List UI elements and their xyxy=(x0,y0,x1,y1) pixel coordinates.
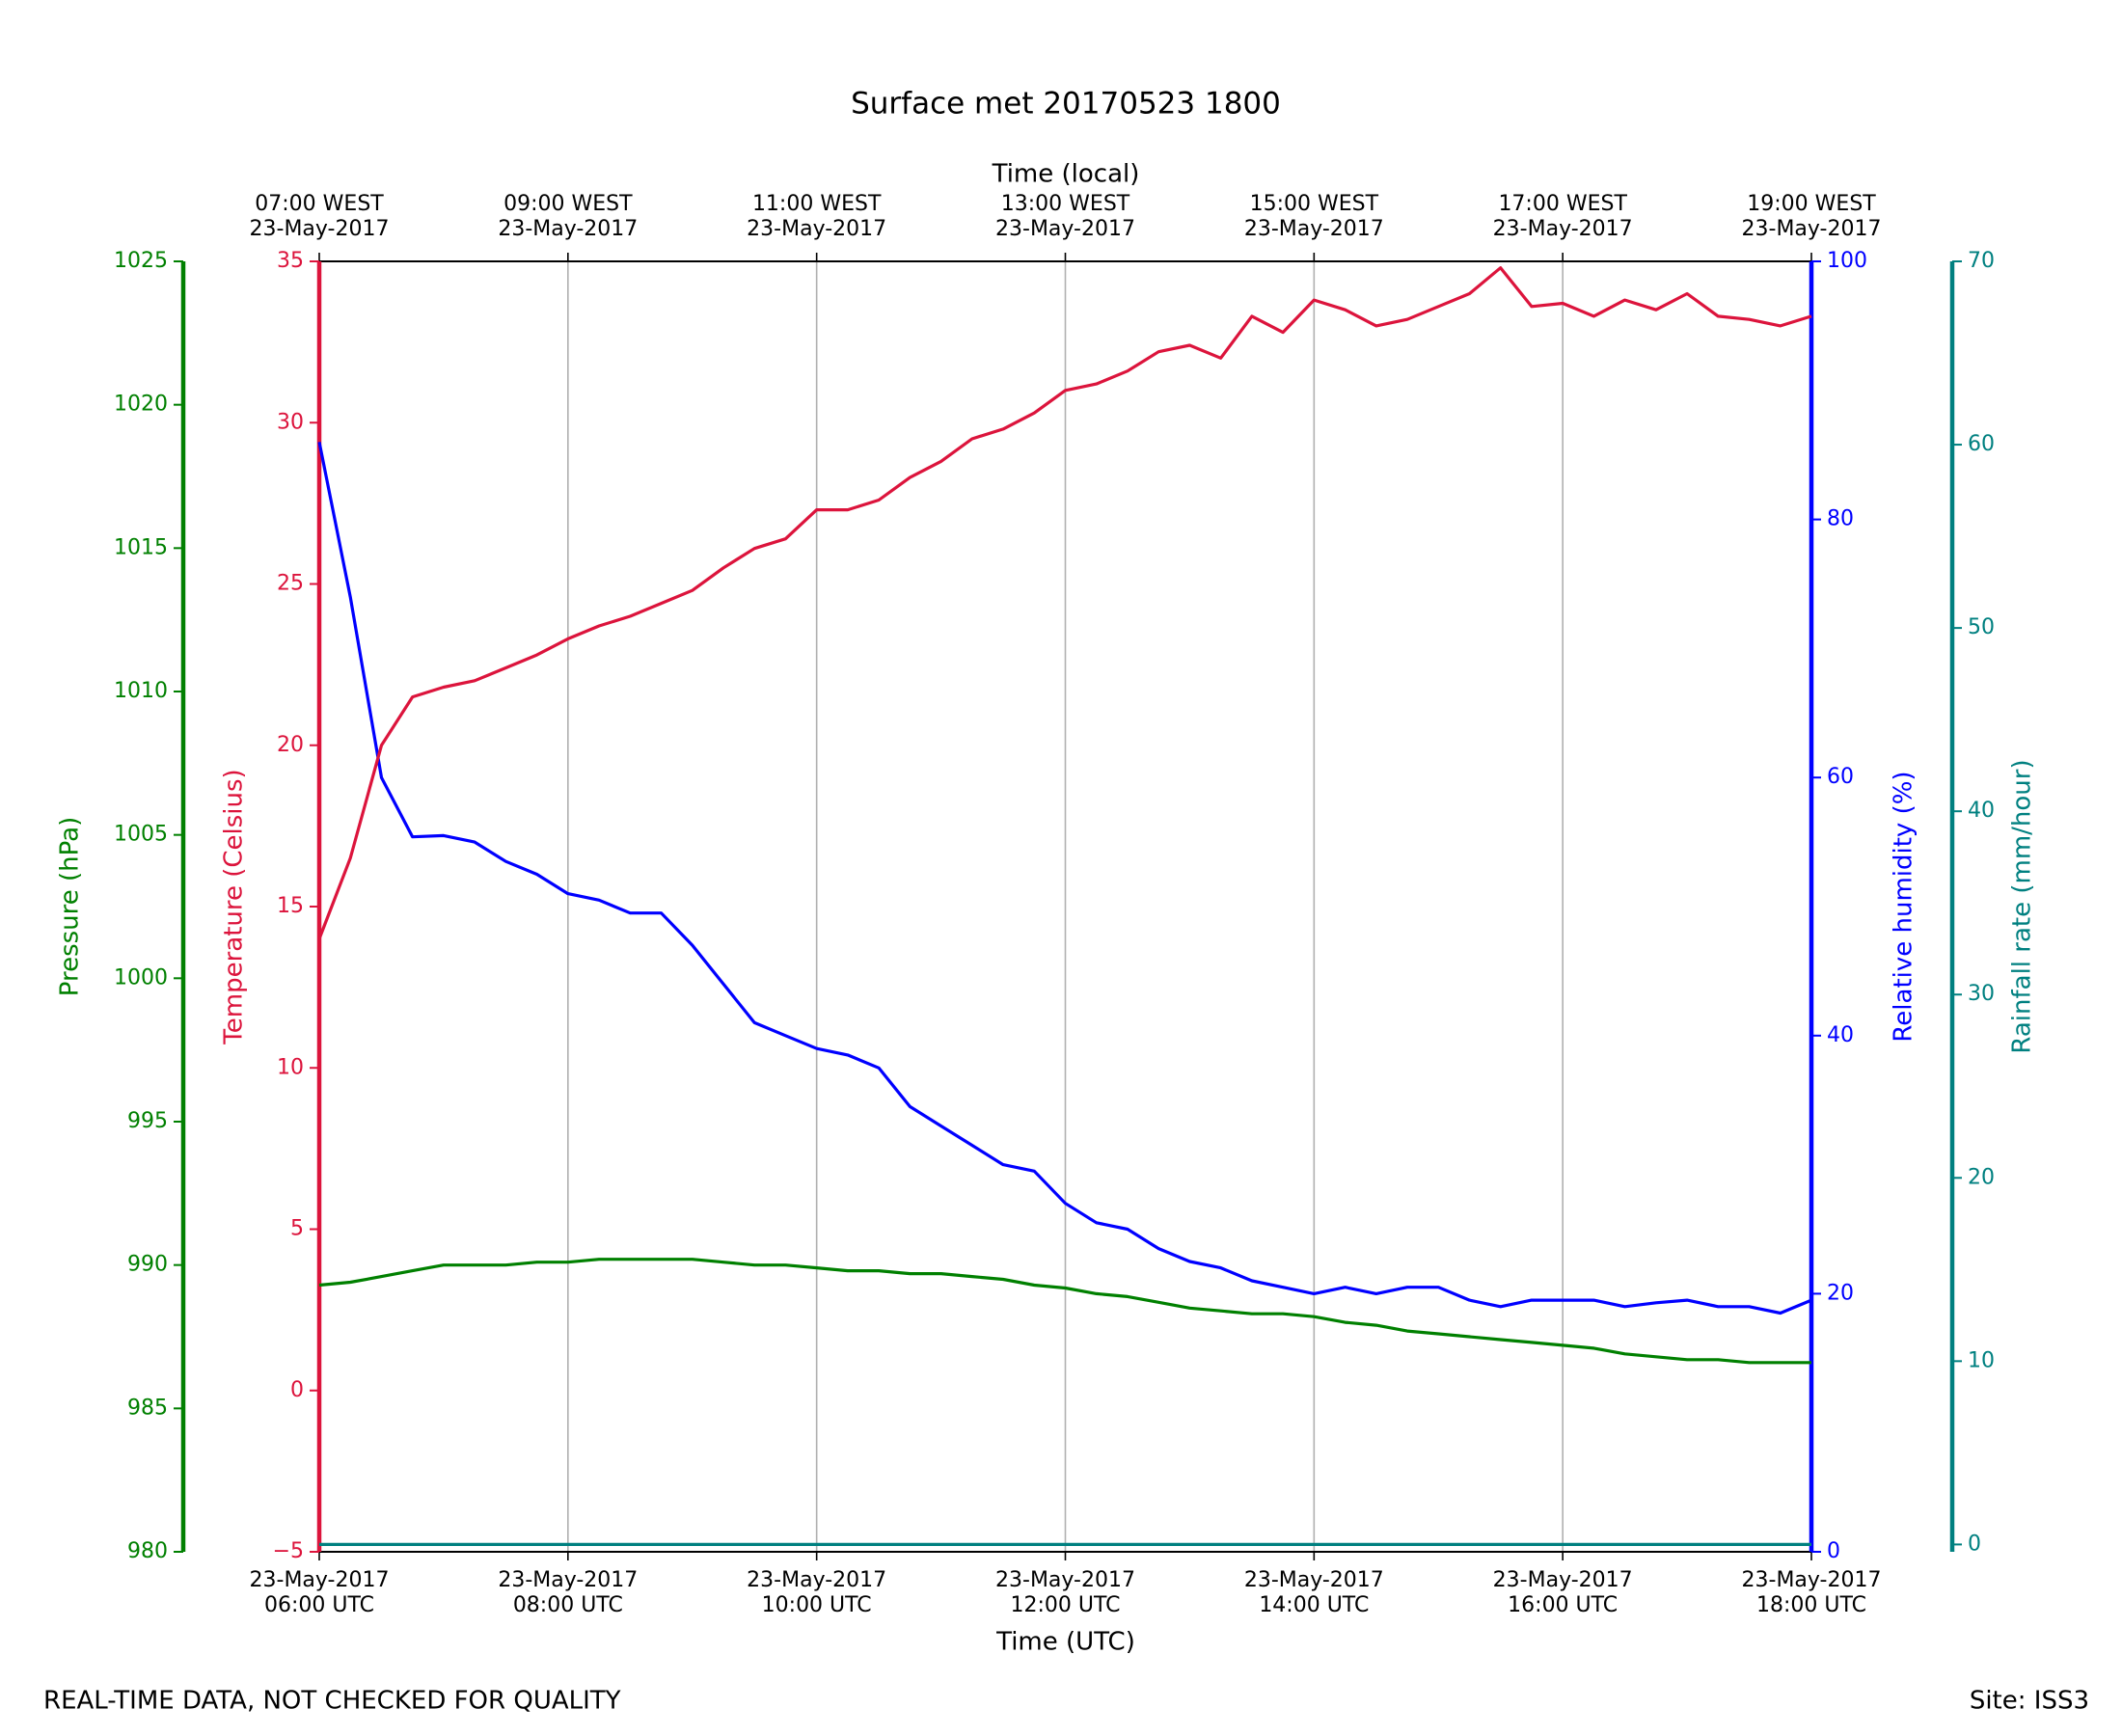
x-tick-label: 23-May-2017 18:00 UTC xyxy=(1742,1568,1882,1617)
x-tick-label: 23-May-2017 16:00 UTC xyxy=(1493,1568,1633,1617)
top-tick-label: 13:00 WEST 23-May-2017 xyxy=(995,192,1135,241)
y2-tick-label: 40 xyxy=(1827,1023,1854,1047)
y3-tick-label: 1010 xyxy=(114,679,168,703)
series-line xyxy=(317,266,1812,940)
top-tick-label: 07:00 WEST 23-May-2017 xyxy=(250,192,390,241)
y4-tick-label: 70 xyxy=(1968,249,1995,273)
y3-tick-label: 985 xyxy=(127,1396,168,1420)
y-tick-label: 35 xyxy=(277,249,304,273)
y2-tick-label: 0 xyxy=(1827,1539,1840,1563)
x-tick-label: 23-May-2017 08:00 UTC xyxy=(498,1568,638,1617)
y3-tick-label: 1025 xyxy=(114,249,168,273)
y3-tick-label: 1020 xyxy=(114,393,168,417)
y4-tick-label: 0 xyxy=(1968,1532,1981,1556)
y4-tick-label: 20 xyxy=(1968,1165,1995,1189)
y3-axis-label: Pressure (hPa) xyxy=(56,817,85,997)
y-tick-label: 20 xyxy=(277,733,304,757)
x-tick-label: 23-May-2017 06:00 UTC xyxy=(250,1568,390,1617)
y-tick-label: 30 xyxy=(277,410,304,434)
top-axis-label: Time (local) xyxy=(992,160,1140,189)
y-tick-label: 10 xyxy=(277,1055,304,1079)
y2-tick-label: 100 xyxy=(1827,249,1867,273)
series-line xyxy=(318,1258,1811,1365)
y4-axis-label: Rainfall rate (mm/hour) xyxy=(2008,759,2037,1053)
x-tick-label: 23-May-2017 10:00 UTC xyxy=(747,1568,886,1617)
x-axis-label: Time (UTC) xyxy=(995,1628,1135,1657)
y-tick-label: −5 xyxy=(273,1539,304,1563)
y2-tick-label: 60 xyxy=(1827,765,1854,789)
y4-tick-label: 50 xyxy=(1968,615,1995,639)
y3-tick-label: 1015 xyxy=(114,535,168,559)
y2-tick-label: 80 xyxy=(1827,507,1854,531)
y4-tick-label: 40 xyxy=(1968,799,1995,823)
series-line xyxy=(317,441,1812,1316)
x-tick-label: 23-May-2017 12:00 UTC xyxy=(995,1568,1135,1617)
y3-tick-label: 995 xyxy=(127,1109,168,1133)
y-tick-label: 15 xyxy=(277,894,304,918)
top-tick-label: 15:00 WEST 23-May-2017 xyxy=(1244,192,1384,241)
footer-note: REAL-TIME DATA, NOT CHECKED FOR QUALITY xyxy=(43,1687,621,1716)
site-label: Site: ISS3 xyxy=(1970,1687,2089,1716)
x-tick-label: 23-May-2017 14:00 UTC xyxy=(1244,1568,1384,1617)
y-tick-label: 0 xyxy=(290,1378,304,1402)
y-tick-label: 5 xyxy=(290,1217,304,1241)
top-tick-label: 19:00 WEST 23-May-2017 xyxy=(1742,192,1882,241)
chart-title: Surface met 20170523 1800 xyxy=(851,87,1281,122)
y2-tick-label: 20 xyxy=(1827,1281,1854,1305)
y-axis-label: Temperature (Celsius) xyxy=(220,769,249,1044)
y3-tick-label: 1000 xyxy=(114,965,168,990)
y4-tick-label: 10 xyxy=(1968,1348,1995,1372)
top-tick-label: 17:00 WEST 23-May-2017 xyxy=(1493,192,1633,241)
y-tick-label: 25 xyxy=(277,572,304,596)
y4-tick-label: 60 xyxy=(1968,432,1995,456)
top-tick-label: 09:00 WEST 23-May-2017 xyxy=(498,192,638,241)
y3-tick-label: 1005 xyxy=(114,823,168,847)
y2-axis-label: Relative humidity (%) xyxy=(1890,771,1918,1042)
y4-tick-label: 30 xyxy=(1968,982,1995,1006)
top-tick-label: 11:00 WEST 23-May-2017 xyxy=(747,192,886,241)
y3-tick-label: 980 xyxy=(127,1539,168,1563)
y3-tick-label: 990 xyxy=(127,1253,168,1277)
